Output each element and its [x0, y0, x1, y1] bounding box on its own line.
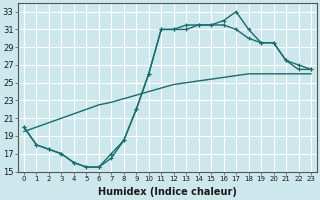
X-axis label: Humidex (Indice chaleur): Humidex (Indice chaleur): [98, 187, 237, 197]
